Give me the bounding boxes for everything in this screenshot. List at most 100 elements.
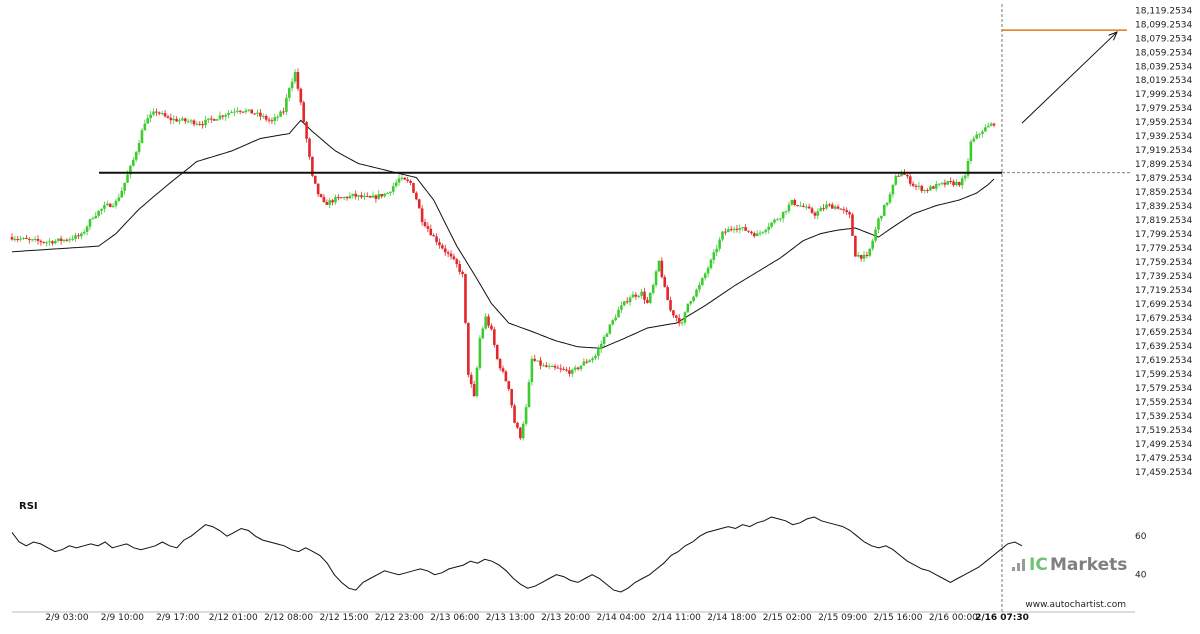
candle [952, 179, 955, 187]
candle-body [839, 208, 843, 210]
candle [406, 176, 409, 183]
candle-body [576, 367, 580, 369]
candle [100, 208, 103, 215]
candle-body [493, 329, 496, 345]
candle-body [703, 273, 707, 279]
candle [316, 183, 320, 198]
x-tick-label: 2/13 20:00 [541, 613, 590, 623]
candle-body [553, 365, 557, 368]
candle [562, 366, 565, 371]
candle [568, 366, 571, 377]
candle-body [700, 278, 704, 285]
candle [703, 271, 707, 281]
candle [504, 369, 508, 382]
candle [989, 122, 993, 127]
candle [403, 177, 407, 180]
candle [91, 216, 95, 220]
candle [111, 203, 115, 208]
candle-body [377, 193, 381, 199]
candle-body [71, 239, 74, 241]
candle [230, 110, 233, 114]
candle [97, 210, 100, 218]
moving-average-line [11, 119, 995, 349]
candle [631, 291, 635, 298]
candle [368, 195, 372, 199]
candle [666, 284, 669, 301]
candle-body [770, 222, 773, 227]
candle-body [594, 355, 597, 359]
candle-body [305, 122, 308, 139]
candle-body [279, 111, 282, 117]
candle [923, 189, 926, 194]
candle-body [10, 237, 14, 240]
candle-body [42, 242, 46, 244]
candle [16, 235, 20, 243]
candle [484, 313, 487, 330]
candle-body [114, 200, 118, 206]
candle-body [868, 248, 872, 256]
candle [874, 226, 877, 243]
candle [143, 119, 147, 131]
y-tick-label: 17,579.2534 [1135, 384, 1193, 394]
y-tick-label: 17,659.2534 [1135, 328, 1193, 338]
candle [605, 332, 609, 337]
y-tick-label: 18,019.2534 [1135, 76, 1193, 86]
candle-body [597, 349, 600, 356]
candle-body [394, 182, 398, 187]
candle-body [646, 299, 649, 303]
candle-body [363, 195, 366, 198]
candle-body [611, 320, 615, 325]
candle-body [975, 134, 978, 139]
candle [585, 358, 589, 364]
candle-body [264, 116, 268, 120]
candle [39, 239, 43, 246]
candle [617, 306, 620, 318]
rsi-tick-label: 60 [1135, 532, 1147, 542]
candle [692, 295, 695, 303]
candle [721, 230, 724, 242]
y-tick-label: 17,539.2534 [1135, 412, 1193, 422]
candle-body [85, 226, 89, 232]
candle [767, 222, 771, 234]
candle [65, 238, 69, 242]
candle-body [357, 195, 360, 197]
candle-body [146, 118, 150, 124]
candle [261, 113, 265, 119]
candle-body [934, 183, 938, 189]
candle [443, 244, 447, 256]
candle [712, 249, 716, 264]
candle [790, 199, 794, 206]
candle-body [698, 284, 701, 290]
candle-body [449, 253, 453, 257]
candle [940, 182, 944, 186]
x-tick-label: 2/9 03:00 [45, 613, 89, 623]
candle [183, 117, 187, 125]
candle [293, 69, 297, 84]
candle-body [986, 125, 990, 128]
candle-body [438, 242, 441, 246]
candle-body [461, 271, 464, 274]
candle [475, 365, 479, 398]
candle [507, 380, 511, 392]
candle-body [796, 204, 799, 206]
candle-body [640, 291, 643, 296]
logo-bar-2 [1017, 563, 1020, 571]
candle [158, 111, 161, 116]
candle-body [311, 156, 314, 176]
candle [42, 241, 46, 244]
y-tick-label: 17,779.2534 [1135, 244, 1193, 254]
candle-body [969, 141, 973, 161]
candle [313, 175, 317, 185]
candle-body [836, 206, 840, 209]
candle [640, 288, 643, 299]
candle [498, 357, 502, 371]
candle-body [108, 203, 112, 207]
candle-body [469, 374, 473, 385]
candle-body [790, 199, 794, 205]
candle-body [804, 206, 808, 208]
y-tick-label: 17,759.2534 [1135, 258, 1193, 268]
candle [816, 208, 820, 220]
candle-body [856, 255, 860, 257]
candle [643, 287, 646, 305]
